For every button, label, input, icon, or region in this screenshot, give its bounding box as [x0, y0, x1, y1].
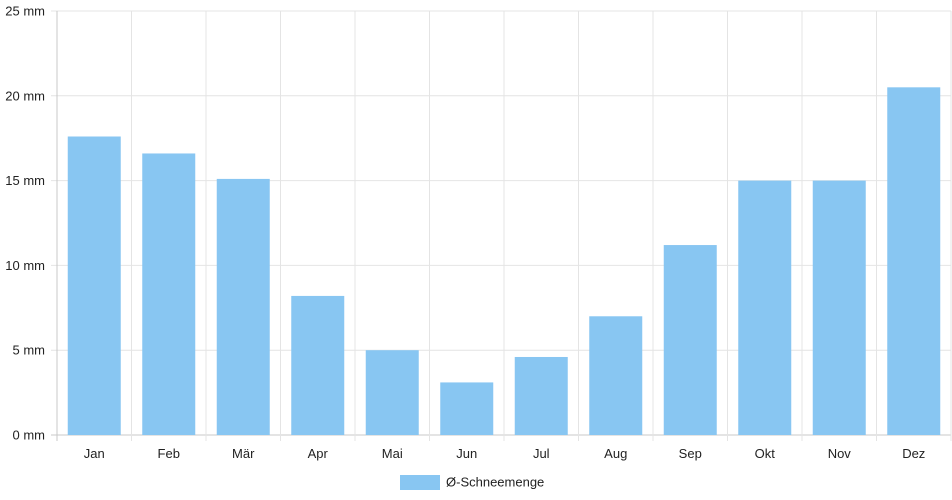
- bar-jun[interactable]: [440, 382, 494, 435]
- legend[interactable]: Ø-Schneemenge: [400, 475, 544, 491]
- x-tick-label: Mär: [232, 446, 255, 461]
- bar-nov[interactable]: [812, 180, 866, 435]
- legend-label[interactable]: Ø-Schneemenge: [446, 475, 544, 490]
- legend-swatch[interactable]: [400, 475, 440, 490]
- bar-dez[interactable]: [887, 87, 941, 435]
- bar-mai[interactable]: [365, 350, 419, 435]
- bar-jan[interactable]: [67, 136, 121, 435]
- bars: [67, 87, 941, 436]
- bar-sep[interactable]: [663, 245, 717, 435]
- bar-mär[interactable]: [216, 178, 270, 436]
- x-tick-label: Jan: [84, 446, 105, 461]
- x-tick-label: Okt: [755, 446, 776, 461]
- x-tick-label: Jul: [533, 446, 550, 461]
- x-tick-label: Aug: [604, 446, 627, 461]
- y-tick-label: 0 mm: [13, 428, 46, 443]
- x-tick-label: Mai: [382, 446, 403, 461]
- bar-okt[interactable]: [738, 180, 792, 435]
- grid: [51, 10, 952, 441]
- y-tick-label: 25 mm: [5, 4, 45, 19]
- bar-feb[interactable]: [142, 153, 196, 436]
- x-tick-label: Sep: [679, 446, 702, 461]
- bar-apr[interactable]: [291, 295, 345, 435]
- x-tick-label: Feb: [158, 446, 180, 461]
- x-tick-label: Apr: [308, 446, 329, 461]
- x-tick-label: Nov: [828, 446, 852, 461]
- x-tick-label: Jun: [456, 446, 477, 461]
- bar-jul[interactable]: [514, 356, 568, 435]
- y-tick-label: 20 mm: [5, 88, 45, 103]
- y-tick-label: 15 mm: [5, 173, 45, 188]
- y-tick-label: 5 mm: [13, 343, 46, 358]
- x-tick-label: Dez: [902, 446, 925, 461]
- bar-aug[interactable]: [589, 316, 643, 435]
- axes: 0 mm 5 mm 10 mm 15 mm 20 mm 25 mm Jan Feb Mär Apr…: [5, 4, 925, 462]
- y-tick-label: 10 mm: [5, 258, 45, 273]
